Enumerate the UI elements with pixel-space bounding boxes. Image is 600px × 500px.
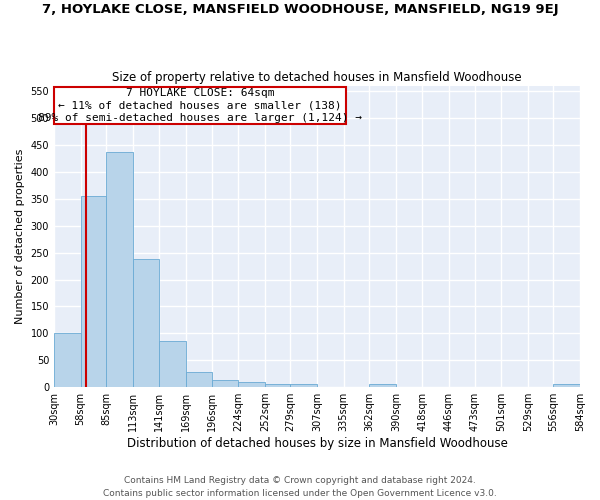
Text: 89% of semi-detached houses are larger (1,124) →: 89% of semi-detached houses are larger (… (38, 112, 362, 122)
Text: 7, HOYLAKE CLOSE, MANSFIELD WOODHOUSE, MANSFIELD, NG19 9EJ: 7, HOYLAKE CLOSE, MANSFIELD WOODHOUSE, M… (41, 2, 559, 16)
Bar (133, 259, 160, 387)
Bar (106, 152, 133, 387)
FancyBboxPatch shape (54, 87, 346, 124)
Text: Contains HM Land Registry data © Crown copyright and database right 2024.
Contai: Contains HM Land Registry data © Crown c… (103, 476, 497, 498)
Bar (186, 372, 212, 387)
Bar (80, 196, 106, 387)
Bar (290, 384, 317, 387)
Y-axis label: Number of detached properties: Number of detached properties (15, 149, 25, 324)
Bar (553, 384, 580, 387)
Text: 7 HOYLAKE CLOSE: 64sqm: 7 HOYLAKE CLOSE: 64sqm (125, 88, 274, 98)
X-axis label: Distribution of detached houses by size in Mansfield Woodhouse: Distribution of detached houses by size … (127, 437, 508, 450)
Bar (265, 384, 290, 387)
Bar (238, 382, 265, 387)
Bar (54, 334, 80, 387)
Bar (369, 384, 396, 387)
Bar (212, 380, 238, 387)
Bar (160, 341, 186, 387)
Title: Size of property relative to detached houses in Mansfield Woodhouse: Size of property relative to detached ho… (112, 70, 522, 84)
Text: ← 11% of detached houses are smaller (138): ← 11% of detached houses are smaller (13… (58, 100, 341, 110)
